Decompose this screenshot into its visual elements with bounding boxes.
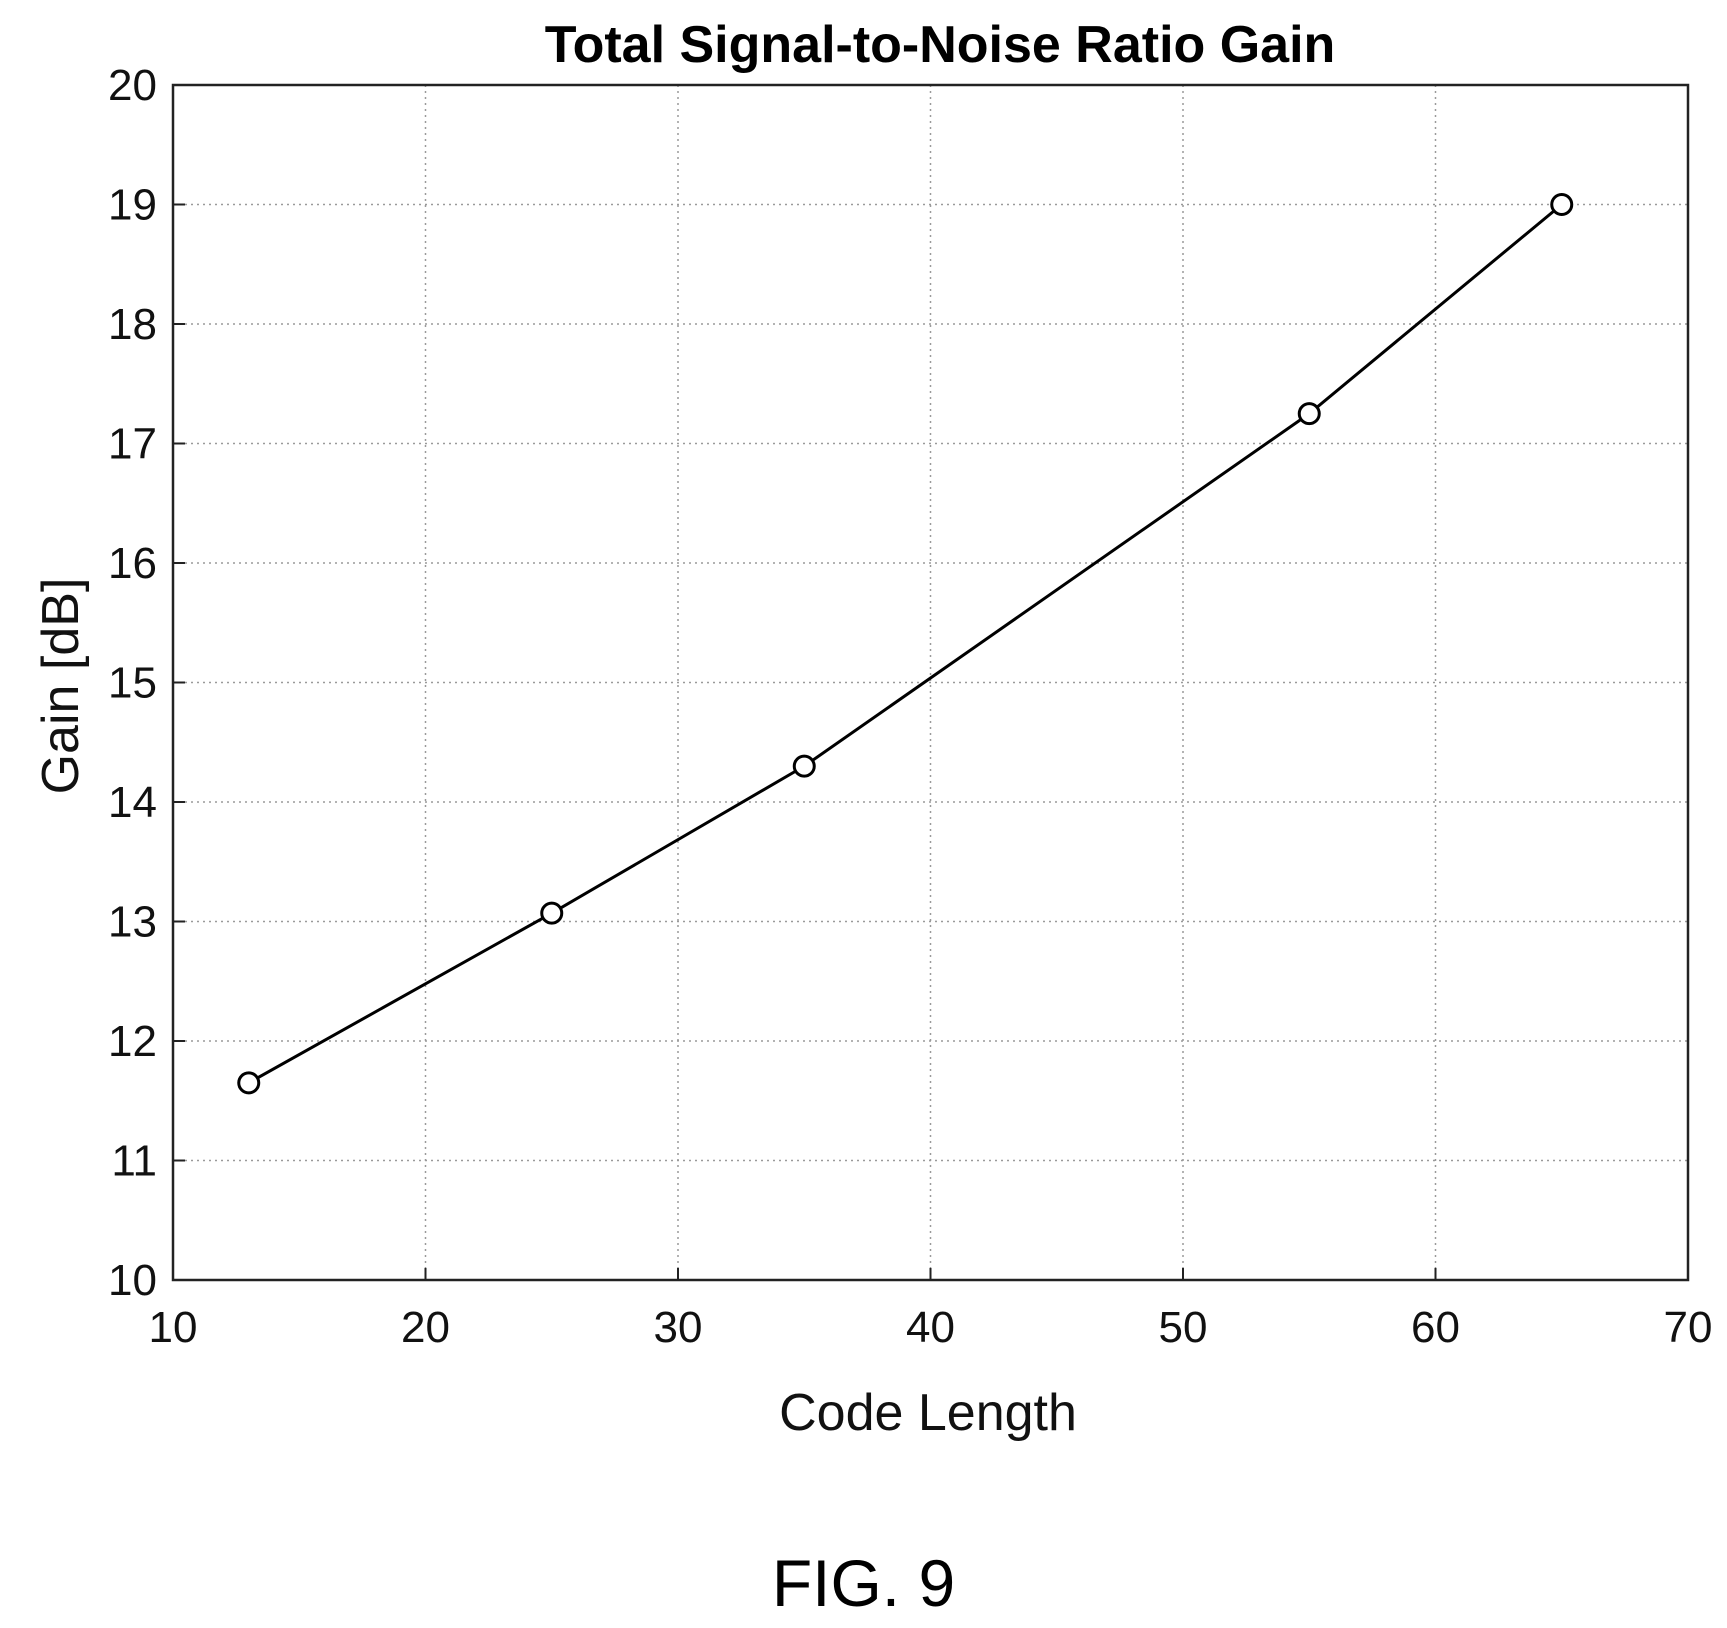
y-tick-label: 18 <box>108 300 157 349</box>
y-tick-label: 12 <box>108 1017 157 1066</box>
y-tick-label: 19 <box>108 181 157 230</box>
y-tick-label: 15 <box>108 659 157 708</box>
y-tick-label: 13 <box>108 898 157 947</box>
data-point <box>792 754 816 778</box>
chart-title: Total Signal-to-Noise Ratio Gain <box>545 16 1336 74</box>
data-point <box>540 901 564 925</box>
y-tick-label: 17 <box>108 420 157 469</box>
x-tick-label: 20 <box>401 1303 450 1352</box>
y-tick-label: 14 <box>108 778 157 827</box>
x-tick-label: 40 <box>906 1303 955 1352</box>
x-tick-label: 70 <box>1664 1303 1713 1352</box>
y-tick-label: 20 <box>108 61 157 110</box>
y-tick-label: 10 <box>108 1256 157 1305</box>
data-point <box>1297 402 1321 426</box>
x-axis-ticks: 10 20 30 40 50 60 70 <box>149 1268 1713 1352</box>
y-axis-label: Gain [dB] <box>32 578 90 795</box>
series-layer <box>237 193 1574 1095</box>
x-tick-label: 30 <box>654 1303 703 1352</box>
y-axis-ticks: 10 11 12 13 14 15 16 17 18 19 20 <box>108 61 185 1305</box>
data-point <box>1550 193 1574 216</box>
y-tick-label: 11 <box>111 1137 157 1186</box>
x-tick-label: 50 <box>1159 1303 1208 1352</box>
y-tick-label: 16 <box>108 539 157 588</box>
grid <box>173 85 1688 1280</box>
x-tick-label: 10 <box>149 1303 198 1352</box>
x-tick-label: 60 <box>1411 1303 1460 1352</box>
x-axis-label: Code Length <box>779 1384 1077 1442</box>
series-line <box>248 203 1563 1085</box>
figure-caption: FIG. 9 <box>771 1546 956 1620</box>
data-point <box>237 1071 261 1095</box>
